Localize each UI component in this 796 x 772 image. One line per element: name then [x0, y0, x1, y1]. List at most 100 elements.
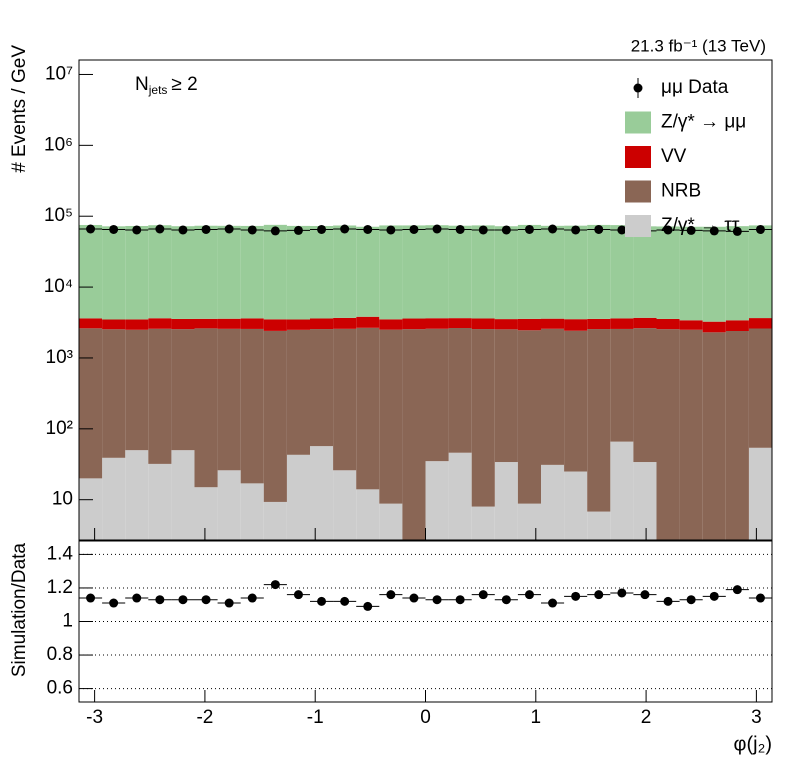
- data-point: [363, 224, 373, 234]
- ratio-point: [155, 595, 165, 605]
- ratio-point: [224, 598, 234, 608]
- y-tick-label: 1.2: [47, 577, 73, 598]
- annotation-sub: jets: [148, 83, 168, 97]
- histogram-bar: [656, 318, 680, 330]
- histogram-bar: [125, 225, 149, 320]
- histogram-bar: [425, 328, 449, 462]
- y-tick-label: 1.4: [47, 543, 74, 564]
- y-tick-label: 10²: [46, 418, 73, 439]
- histogram-bar: [471, 506, 495, 540]
- x-tick-label: -2: [196, 707, 213, 728]
- histogram-bar: [517, 318, 541, 331]
- histogram-bar: [633, 328, 657, 463]
- y-tick-label: 10⁷: [45, 63, 73, 84]
- ratio-point: [409, 593, 419, 603]
- legend-marker: [633, 83, 643, 93]
- data-point: [224, 224, 234, 234]
- histogram-bar: [125, 329, 149, 451]
- histogram-bar: [102, 329, 126, 458]
- data-point: [432, 224, 442, 234]
- data-point: [293, 225, 303, 235]
- data-point: [594, 224, 604, 234]
- histogram-bar: [494, 329, 518, 463]
- histogram-bar: [79, 318, 103, 329]
- histogram-bar: [679, 320, 703, 330]
- data-point: [270, 226, 280, 236]
- histogram-bar: [679, 329, 703, 540]
- histogram-bar: [356, 327, 380, 490]
- histogram-bar: [217, 225, 241, 319]
- histogram-bar: [333, 317, 357, 329]
- histogram-bar: [541, 318, 565, 329]
- histogram-bar: [448, 452, 472, 540]
- x-tick-label: 1: [531, 707, 542, 728]
- y-tick-label: 10⁶: [44, 134, 73, 155]
- ratio-point: [709, 591, 719, 601]
- y-tick-label: 10⁵: [44, 205, 73, 226]
- histogram-bar: [725, 320, 749, 332]
- histogram-bar: [471, 329, 495, 507]
- histogram-bar: [171, 450, 195, 540]
- histogram-bar: [240, 483, 264, 540]
- ratio-point: [755, 593, 765, 603]
- histogram-bar: [517, 224, 541, 319]
- histogram-bar: [587, 329, 611, 512]
- histogram-bar: [79, 478, 103, 540]
- ratio-point: [340, 596, 350, 606]
- histogram-bar: [656, 226, 680, 319]
- histogram-bar: [379, 503, 403, 540]
- ratio-point: [270, 580, 280, 590]
- data-point: [686, 225, 696, 235]
- ratio-point: [571, 591, 581, 601]
- histogram-bar: [194, 318, 218, 329]
- data-point: [247, 225, 257, 235]
- histogram-bar: [310, 225, 334, 319]
- ratio-point: [317, 596, 327, 606]
- histogram-bar: [79, 224, 103, 319]
- y-tick-label: 10³: [46, 347, 73, 368]
- histogram-bar: [102, 226, 126, 320]
- histogram-bar: [541, 464, 565, 540]
- histogram-bar: [702, 321, 726, 333]
- ratio-y-axis-label: Simulation/Data: [9, 543, 30, 678]
- histogram-bar: [379, 225, 403, 320]
- annotation-main: N: [135, 74, 149, 95]
- y-tick-label: 0.6: [47, 678, 73, 699]
- histogram-bar: [564, 319, 588, 331]
- ratio-point: [686, 595, 696, 605]
- data-point: [86, 224, 96, 234]
- histogram-bar: [171, 318, 195, 330]
- ratio-point: [478, 590, 488, 600]
- ratio-point: [663, 596, 673, 606]
- histogram-bar: [748, 447, 772, 540]
- ratio-point: [524, 590, 534, 600]
- histogram-bar: [333, 470, 357, 540]
- histogram-bar: [448, 328, 472, 453]
- y-tick-label: 10⁴: [44, 276, 73, 297]
- histogram-bar: [310, 318, 334, 330]
- legend-swatch: [625, 146, 651, 168]
- histogram-bar: [263, 319, 287, 331]
- y-axis-label: # Events / GeV: [9, 45, 30, 173]
- annotation: Njets ≥ 2: [135, 74, 198, 97]
- histogram-bar: [148, 225, 172, 319]
- data-point: [617, 225, 627, 235]
- histogram-bar: [494, 462, 518, 540]
- x-tick-label: 2: [641, 707, 652, 728]
- histogram-bar: [587, 318, 611, 330]
- ratio-point: [432, 595, 442, 605]
- histogram-bar: [148, 318, 172, 329]
- annotation-rest: ≥ 2: [171, 74, 197, 95]
- histogram-bar: [610, 441, 634, 540]
- data-point: [663, 225, 673, 235]
- legend-swatch: [625, 215, 651, 237]
- histogram-bar: [610, 328, 634, 442]
- data-point: [409, 224, 419, 234]
- histogram-bar: [494, 226, 518, 320]
- histogram-bar: [702, 332, 726, 540]
- histogram-bar: [310, 329, 334, 447]
- histogram-bar: [448, 318, 472, 329]
- histogram-bar: [517, 330, 541, 504]
- ratio-point: [640, 590, 650, 600]
